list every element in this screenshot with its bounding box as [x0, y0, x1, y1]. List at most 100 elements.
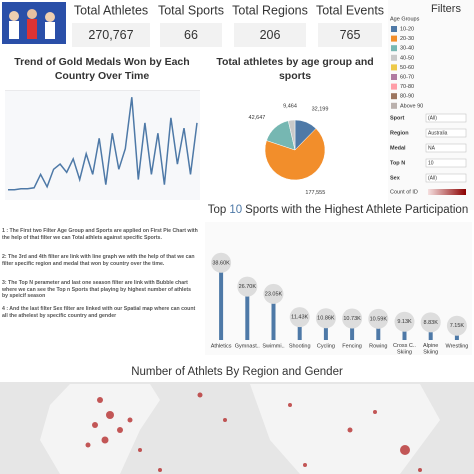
bar-value-label: 11.43K [291, 315, 308, 321]
bar [245, 286, 250, 340]
kpi-label: Total Sports [158, 3, 224, 17]
kpi-label: Total Events [316, 3, 384, 17]
filter-value: Australia [428, 130, 448, 136]
color-legend-bar [428, 189, 466, 195]
legend-label: 60-70 [400, 74, 414, 80]
bar [376, 318, 381, 340]
kpi-box [160, 23, 222, 47]
bar-bubble [263, 283, 284, 304]
x-tick-label: Rowing [369, 343, 387, 349]
note: 1 : The First two Filter Age Group and S… [2, 228, 198, 241]
kpi-label: Total Regions [232, 3, 308, 17]
legend-swatch [391, 26, 397, 32]
bar-value-label: 7.15K [450, 323, 465, 329]
kpi-box [318, 23, 382, 47]
x-tick-label: Wrestling [445, 343, 468, 349]
bar-title: Top 10 Sports with the Highest Athlete Par… [208, 204, 468, 216]
filter-label: Region [390, 130, 409, 136]
bar-bubble [394, 311, 415, 332]
bar-bubble [315, 308, 336, 329]
bar-bubble [237, 276, 258, 297]
filter-control[interactable] [425, 158, 467, 168]
legend-label: 80-90 [400, 94, 414, 100]
kpi-value: 206 [260, 28, 281, 42]
pie-title-part: Total athletes by age group and [216, 56, 373, 68]
x-tick-label: Fencing [342, 343, 362, 349]
bar-value-label: 38.60K [212, 260, 230, 266]
legend-title: Age Groups [390, 16, 420, 22]
bar [350, 318, 355, 340]
x-tick-label: Cross C.. Skiing [393, 343, 416, 356]
filter-control[interactable] [425, 173, 467, 183]
filter-control[interactable] [425, 143, 467, 153]
legend-label: 20-30 [400, 36, 414, 42]
map-dots [85, 392, 422, 472]
x-tick-label: Alpine Skiing [423, 343, 438, 356]
bar-title-part: Top [208, 204, 227, 216]
note: 2: The 3rd and 4th filter are link with … [2, 254, 195, 267]
x-tick-label-part: Skiing [423, 350, 438, 356]
legend-swatch [391, 54, 397, 61]
line-panel [5, 90, 200, 200]
filter-control[interactable] [425, 113, 467, 123]
bar-bubble [342, 308, 363, 329]
filter-control[interactable] [425, 128, 467, 138]
bar-title-part: Sports with the Highest Athlete Particip… [245, 204, 468, 216]
bar-value-label: 9.13K [397, 319, 412, 325]
x-tick-label-part: Cross C.. [393, 343, 416, 349]
x-tick-label: Cycling [317, 343, 335, 349]
bar [297, 317, 302, 340]
x-tick-label-part: Skiing [397, 350, 412, 356]
pie-title-part: sports [279, 70, 311, 82]
x-tick-label: Shooting [289, 343, 311, 349]
note: 3: The Top N perameter and last one seas… [2, 280, 191, 299]
pie-title: Total athletes by age group and sports [216, 56, 373, 82]
legend-label: Above 90 [400, 103, 423, 109]
bar-bubble [420, 312, 441, 333]
bar-value-label: 8.83K [424, 320, 439, 326]
bar [323, 318, 328, 340]
logo [2, 2, 66, 44]
x-tick-label: Athletics [211, 343, 232, 349]
bar-value-label: 10.86K [317, 316, 335, 322]
filter-value: NA [428, 145, 436, 151]
map-title: Number of Athlets By Region and Gender [131, 366, 343, 378]
filter-label: Sport [390, 115, 405, 121]
x-tick-label: Swimmi.. [262, 343, 285, 349]
map-land [40, 384, 440, 474]
kpi-label: Total Athletes [74, 3, 148, 17]
legend-swatch [391, 64, 397, 71]
line [8, 97, 198, 191]
note: 4 : And the last filter Sex filter are l… [2, 306, 196, 319]
kpi-value: 765 [340, 28, 361, 42]
bar [271, 293, 276, 340]
line-title: Trend of Gold Medals Won by Each Country … [14, 56, 189, 82]
kpi-box [234, 23, 306, 47]
filter-label: Top N [390, 160, 405, 166]
bar-value-label: 26.70K [239, 284, 257, 290]
line-panel-edge [5, 90, 200, 91]
pie-label: 177,555 [305, 190, 325, 196]
line-title-part: Country Over Time [55, 70, 149, 82]
legend-swatch [391, 74, 397, 80]
kpi-value: 270,767 [88, 28, 133, 42]
pie-label: 9,464 [283, 104, 297, 110]
filter-value: (All) [428, 115, 437, 121]
bar-value-label: 23.05K [265, 291, 283, 297]
pie-label: 42,647 [249, 115, 266, 121]
legend-swatch [391, 35, 397, 42]
bar-bubble [446, 315, 467, 336]
filter-value: (All) [428, 175, 437, 181]
legend-swatch [391, 93, 397, 100]
kpi-box [72, 23, 150, 47]
color-legend-title: Count of ID [390, 189, 418, 195]
bar [219, 262, 224, 340]
x-tick-label: Gymnast.. [235, 343, 261, 349]
bar-bubble [368, 308, 389, 329]
kpi-value: 66 [184, 28, 198, 42]
filter-value: 10 [428, 160, 434, 166]
bar-bubble [211, 252, 232, 273]
legend-swatch [391, 45, 397, 52]
